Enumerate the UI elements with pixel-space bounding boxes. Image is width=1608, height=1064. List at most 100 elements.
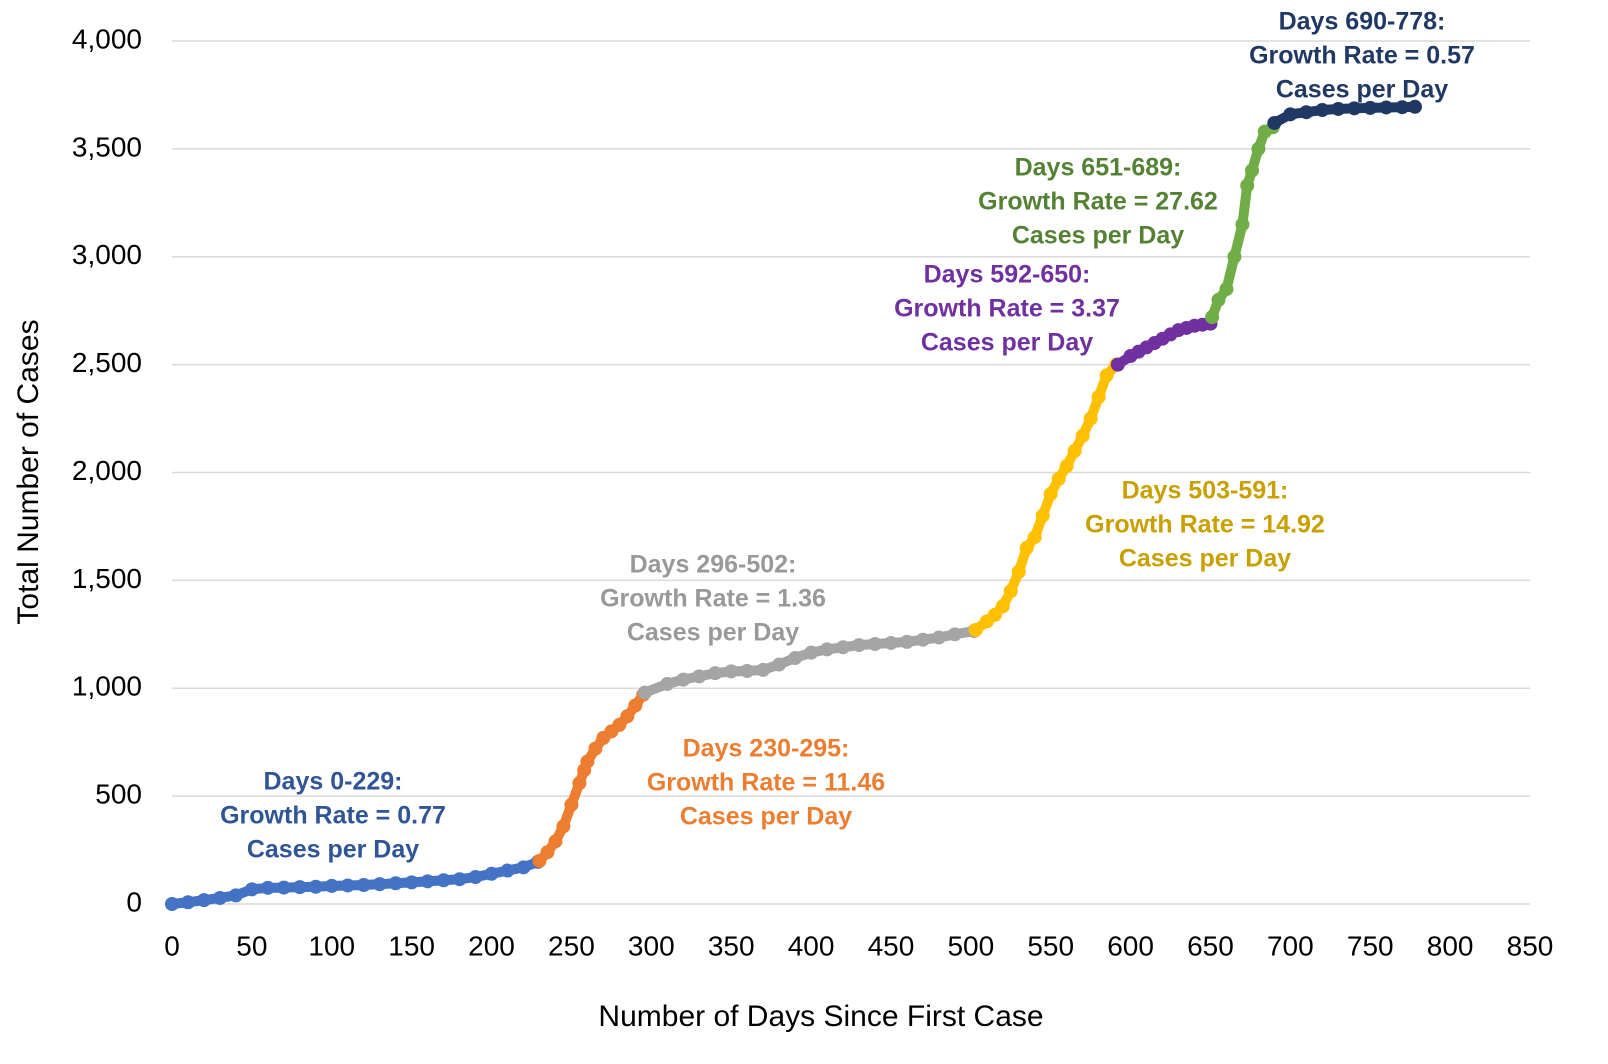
annotation: Cases per Day	[1012, 222, 1184, 250]
data-point	[1407, 99, 1422, 114]
data-point	[436, 873, 451, 888]
annotation: Growth Rate = 1.36	[600, 585, 826, 613]
annotation: Growth Rate = 0.77	[220, 802, 446, 830]
data-point	[1205, 310, 1220, 325]
annotation: Days 230-295:	[683, 735, 850, 763]
annotation: Growth Rate = 27.62	[978, 188, 1218, 216]
data-point	[883, 635, 898, 650]
y-tick-label: 2,000	[72, 455, 142, 486]
data-point	[1035, 508, 1050, 523]
data-point	[1091, 389, 1106, 404]
data-point	[1019, 541, 1034, 556]
y-tick-label: 0	[126, 886, 142, 917]
data-point	[556, 819, 571, 834]
data-point	[1003, 584, 1018, 599]
x-tick-label: 350	[708, 930, 755, 961]
x-tick-label: 150	[388, 930, 435, 961]
x-tick-label: 750	[1347, 930, 1394, 961]
y-tick-label: 1,000	[72, 671, 142, 702]
data-point	[708, 666, 723, 681]
data-point	[212, 890, 227, 905]
x-tick-label: 450	[868, 930, 915, 961]
x-tick-label: 650	[1187, 930, 1234, 961]
x-tick-label: 850	[1507, 930, 1554, 961]
data-point	[1067, 443, 1082, 458]
data-point	[788, 651, 803, 666]
annotation: Cases per Day	[247, 836, 419, 864]
data-point	[692, 669, 707, 684]
data-point	[804, 645, 819, 660]
annotation: Days 651-689:	[1015, 154, 1182, 182]
data-point	[165, 897, 179, 911]
data-point	[1331, 101, 1346, 116]
x-tick-label: 200	[468, 930, 515, 961]
data-point	[308, 879, 323, 894]
data-point	[1315, 103, 1330, 118]
data-point	[500, 863, 515, 878]
annotation: Days 296-502:	[630, 551, 797, 579]
data-point	[372, 877, 387, 892]
annotation: Days 690-778:	[1279, 8, 1446, 36]
data-point	[324, 878, 339, 893]
data-point	[772, 657, 787, 672]
data-point	[260, 880, 275, 895]
x-tick-label: 100	[308, 930, 355, 961]
data-point	[468, 870, 483, 885]
data-point	[620, 709, 635, 724]
data-point	[995, 599, 1010, 614]
x-tick-label: 500	[947, 930, 994, 961]
data-point	[1347, 101, 1362, 116]
data-point	[851, 638, 866, 653]
annotation: Growth Rate = 3.37	[894, 295, 1120, 323]
data-point	[196, 893, 211, 908]
data-point	[820, 642, 835, 657]
data-point	[484, 866, 499, 881]
data-point	[356, 878, 371, 893]
data-point	[1083, 411, 1098, 426]
y-axis-title: Total Number of Cases	[12, 319, 45, 624]
data-point	[1267, 115, 1282, 130]
data-point	[588, 741, 603, 756]
data-point	[637, 685, 652, 700]
data-point	[1027, 530, 1042, 545]
data-point	[1251, 141, 1266, 156]
data-point	[947, 627, 962, 642]
data-point	[564, 797, 579, 812]
data-point	[516, 860, 531, 875]
data-point	[1211, 292, 1226, 307]
data-point	[968, 622, 983, 637]
annotation: Cases per Day	[921, 329, 1093, 357]
x-tick-label: 0	[164, 930, 180, 961]
data-point	[1043, 487, 1058, 502]
annotation: Cases per Day	[1119, 545, 1291, 573]
x-tick-label: 550	[1027, 930, 1074, 961]
series-line	[1269, 101, 1420, 128]
data-point	[1075, 428, 1090, 443]
x-tick-label: 400	[788, 930, 835, 961]
data-point	[548, 834, 563, 849]
data-point	[740, 663, 755, 678]
data-point	[1245, 163, 1260, 178]
data-point	[1051, 471, 1066, 486]
annotation: Growth Rate = 0.57	[1249, 42, 1475, 70]
data-point	[867, 637, 882, 652]
data-point	[572, 776, 587, 791]
data-point	[1099, 368, 1114, 383]
data-point	[915, 632, 930, 647]
x-tick-label: 700	[1267, 930, 1314, 961]
annotation: Days 0-229:	[264, 768, 403, 796]
data-point	[1299, 105, 1314, 120]
x-tick-label: 50	[236, 930, 267, 961]
data-point	[1110, 357, 1125, 372]
data-point	[836, 640, 851, 655]
annotation: Cases per Day	[680, 803, 852, 831]
data-point	[340, 878, 355, 893]
y-tick-label: 500	[95, 779, 142, 810]
data-point	[420, 874, 435, 889]
data-point	[244, 882, 259, 897]
annotation: Cases per Day	[1276, 76, 1448, 104]
data-point	[580, 754, 595, 769]
x-axis-title: Number of Days Since First Case	[598, 1000, 1043, 1033]
annotation: Growth Rate = 14.92	[1085, 511, 1325, 539]
